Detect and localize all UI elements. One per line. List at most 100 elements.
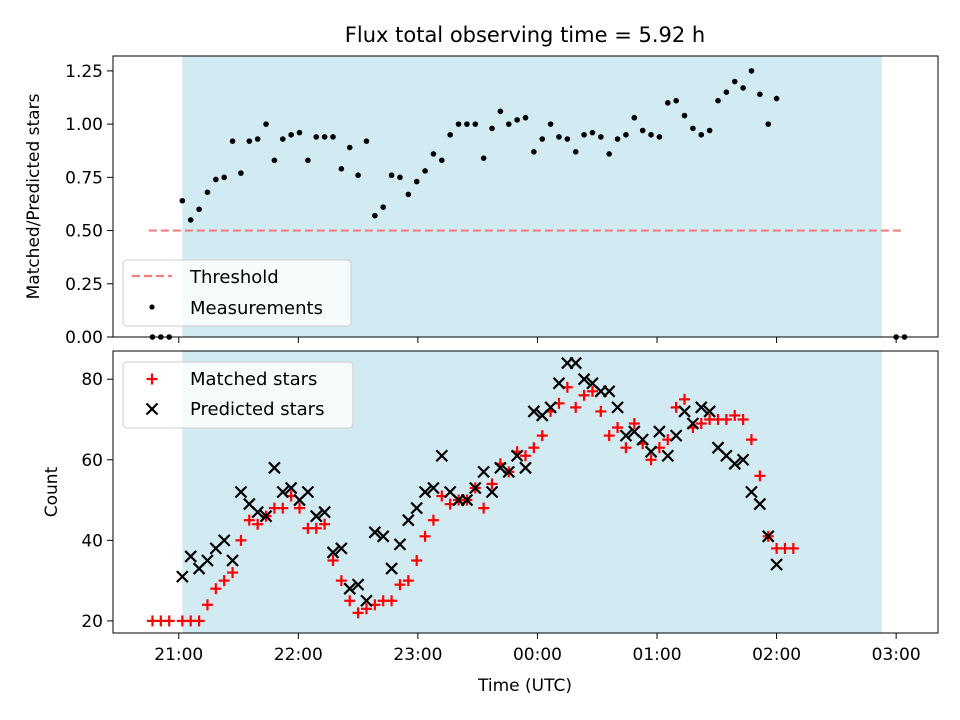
measurement-point [522, 114, 529, 121]
measurement-point [254, 136, 261, 142]
predicted-legend-swatch [145, 402, 159, 416]
matched-marker [146, 373, 158, 385]
measurement-point [238, 170, 244, 176]
count-panel: 20 40 60 80 21:00 22:00 23:00 00:00 01:00 02:00 0… [42, 350, 939, 696]
predicted-star-point [259, 509, 273, 523]
measurement-point [221, 174, 227, 181]
y-tick-label: 40 [81, 531, 103, 551]
predicted-star-point [184, 550, 197, 563]
predicted-star-point [326, 546, 340, 559]
measurement-point [380, 204, 387, 210]
matched-star-point [578, 389, 590, 401]
measurement-point [246, 138, 253, 144]
matched-stars-points [146, 381, 799, 627]
measurement-point [664, 100, 671, 106]
y-tick-label: 0.50 [65, 222, 103, 242]
predicted-star-point [201, 554, 214, 567]
matched-star-point [520, 450, 531, 462]
measurement-point [330, 134, 336, 140]
matched-star-point [595, 405, 607, 417]
ratio-legend-box [122, 259, 352, 327]
measurement-point [464, 121, 470, 127]
predicted-star-point [569, 356, 582, 370]
measurement-point [698, 131, 705, 138]
matched-legend-label: Matched stars [190, 369, 317, 390]
measurement-point [204, 189, 211, 196]
chart-title: Flux total observing time = 5.92 h [345, 23, 705, 47]
matched-star-point [294, 502, 306, 514]
measurement-point [388, 172, 395, 179]
matched-star-point [360, 603, 372, 615]
measurement-point [706, 127, 713, 134]
matched-star-point [695, 418, 707, 430]
ratio-panel-frame [112, 55, 939, 338]
measurement-point [422, 168, 428, 174]
ratio-legend: Threshold Measurements [122, 259, 352, 327]
predicted-star-point [385, 562, 398, 575]
measurement-point [572, 148, 579, 155]
ratio-y-axis-label: Matched/Predicted stars [24, 93, 44, 299]
matched-star-point [603, 430, 615, 442]
matched-star-point [486, 478, 498, 490]
measurement-point [288, 131, 294, 138]
matched-star-point [679, 393, 691, 405]
predicted-star-point [485, 485, 499, 499]
matched-star-point [620, 442, 632, 454]
predicted-star-point [335, 542, 348, 555]
matched-star-point [210, 583, 222, 595]
ratio-panel: 0.00 0.25 0.50 0.75 1.00 1.25 Matched/Predict… [24, 55, 939, 348]
predicted-star-point [251, 505, 264, 519]
y-tick-label: 60 [81, 451, 103, 471]
predicted-star-point [653, 425, 666, 438]
predicted-star-point [268, 461, 281, 475]
measurement-point [740, 85, 746, 91]
x-axis-label: Time (UTC) [477, 676, 572, 696]
predicted-star-point [661, 449, 675, 463]
predicted-star-point [301, 485, 315, 499]
matched-star-point [277, 502, 289, 514]
y-tick-label: 0.25 [65, 275, 103, 295]
predicted-star-point [544, 401, 557, 414]
predicted-star-point [678, 405, 691, 418]
measurement-point [213, 176, 219, 183]
matched-legend-swatch [146, 373, 158, 385]
predicted-star-point [745, 485, 758, 499]
measurement-point [723, 89, 730, 95]
measurements-legend-label: Measurements [190, 298, 323, 319]
predicted-star-point [602, 385, 616, 398]
measurement-point [531, 148, 537, 155]
x-tick-label: 02:00 [752, 645, 801, 665]
measurement-point [614, 136, 621, 142]
matched-star-point [419, 530, 431, 542]
y-tick-label: 0.00 [65, 328, 103, 348]
predicted-star-point [494, 461, 507, 475]
matched-star-point [478, 502, 490, 514]
predicted-star-point [636, 433, 649, 446]
matched-star-point [612, 422, 624, 434]
measurement-point [497, 108, 504, 115]
measurement-point [748, 68, 755, 74]
predicted-star-point [519, 461, 532, 475]
measurement-point [773, 95, 780, 102]
measurement-point [547, 121, 554, 127]
measurement-point [372, 212, 378, 219]
count-y-axis-label: Count [42, 466, 62, 517]
measurement-point [363, 138, 370, 144]
measurement-point [556, 134, 562, 140]
matched-star-point [402, 575, 414, 587]
x-tick-label: 21:00 [154, 645, 203, 665]
count-y-axis: 20 40 60 80 [81, 370, 113, 632]
measurement-point [271, 157, 278, 164]
measurement-point [564, 136, 571, 142]
ratio-y-axis: 0.00 0.25 0.50 0.75 1.00 1.25 [65, 62, 113, 348]
matched-star-point [327, 554, 339, 566]
y-tick-label: 0.75 [65, 168, 103, 188]
predicted-star-point [427, 481, 440, 495]
y-tick-label: 1.00 [65, 115, 103, 135]
predicted-star-point [284, 481, 298, 495]
measurement-point [581, 131, 587, 138]
y-tick-label: 80 [81, 370, 103, 390]
matched-star-point [218, 575, 230, 587]
measurement-point [639, 127, 646, 134]
